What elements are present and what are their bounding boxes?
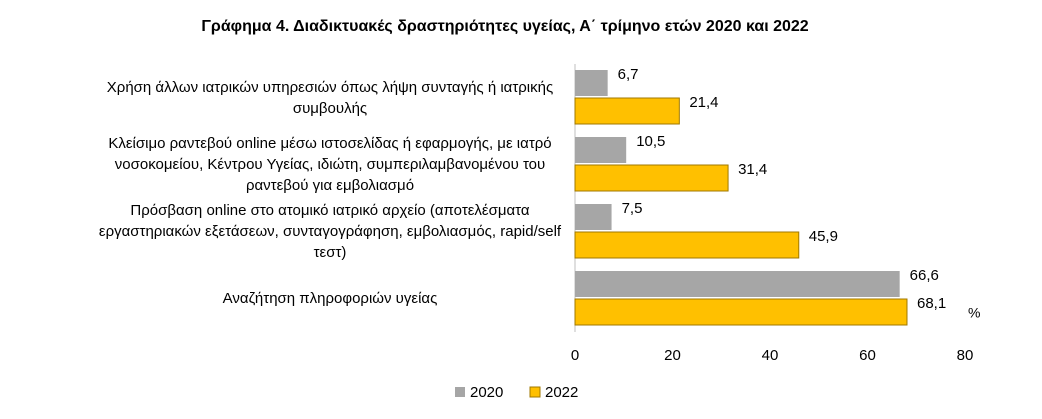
legend-swatch	[455, 387, 465, 397]
legend-label: 2020	[470, 384, 503, 401]
bar	[574, 231, 800, 259]
bar	[575, 137, 627, 163]
x-tick-label: 0	[571, 347, 579, 364]
category-label: Πρόσβαση online στο ατομικό ιατρικό αρχε…	[98, 202, 562, 261]
value-label: 6,7	[618, 66, 639, 83]
category-label: Χρήση άλλων ιατρικών υπηρεσιών όπως λήψη…	[106, 78, 554, 117]
bar	[574, 97, 680, 125]
value-label: 21,4	[689, 94, 718, 111]
value-label: 66,6	[910, 267, 939, 284]
bar	[575, 70, 608, 96]
legend-label: 2022	[545, 384, 578, 401]
value-label: 68,1	[917, 295, 946, 312]
bar	[574, 164, 729, 192]
x-axis-label: %	[968, 305, 980, 321]
bar	[574, 298, 908, 326]
x-tick-label: 80	[957, 347, 974, 364]
bar	[575, 271, 900, 297]
category-label: Αναζήτηση πληροφοριών υγείας	[222, 290, 438, 307]
value-label: 45,9	[809, 228, 838, 245]
legend-swatch	[529, 386, 541, 398]
bar	[575, 204, 612, 230]
value-label: 10,5	[636, 133, 665, 150]
category-label: Κλείσιμο ραντεβού online μέσω ιστοσελίδα…	[108, 135, 552, 194]
value-label: 7,5	[622, 200, 643, 217]
value-label: 31,4	[738, 161, 767, 178]
chart-title: Γράφημα 4. Διαδικτυακές δραστηριότητες υ…	[201, 18, 808, 35]
x-tick-label: 40	[762, 347, 779, 364]
x-tick-label: 60	[859, 347, 876, 364]
x-tick-label: 20	[664, 347, 681, 364]
